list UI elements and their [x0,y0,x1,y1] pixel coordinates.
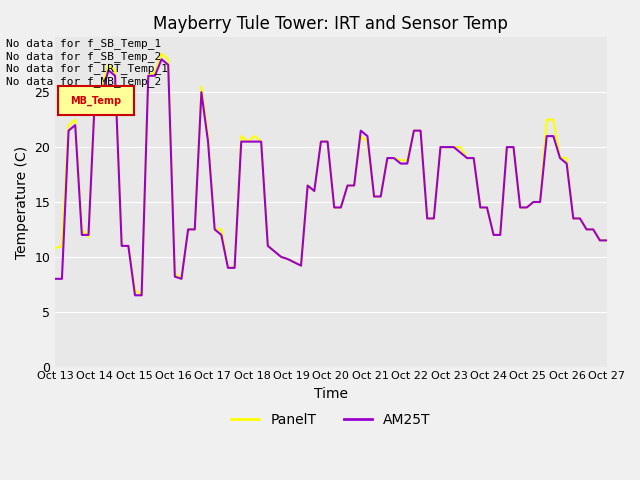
X-axis label: Time: Time [314,387,348,401]
AM25T [509,144,517,150]
AM25T [337,204,345,210]
AM25T [131,292,139,298]
AM25T [157,57,165,62]
PanelT [483,204,491,210]
AM25T [603,238,611,243]
Y-axis label: Temperature (C): Temperature (C) [15,145,29,259]
Text: No data for f_SB_Temp_1
No data for f_SB_Temp_2
No data for f_IRT_Temp_1
No data: No data for f_SB_Temp_1 No data for f_SB… [6,38,168,87]
PanelT [58,243,66,249]
PanelT [51,245,59,251]
Line: PanelT: PanelT [55,54,607,295]
Title: Mayberry Tule Tower: IRT and Sensor Temp: Mayberry Tule Tower: IRT and Sensor Temp [154,15,508,33]
PanelT [84,234,92,240]
Line: AM25T: AM25T [55,60,607,295]
Legend: PanelT, AM25T: PanelT, AM25T [226,407,436,432]
Text: MB_Temp: MB_Temp [70,96,122,106]
AM25T [58,276,66,282]
PanelT [138,292,145,298]
PanelT [509,144,517,150]
AM25T [84,232,92,238]
PanelT [157,51,165,57]
PanelT [337,204,345,210]
PanelT [310,188,318,194]
AM25T [483,204,491,210]
AM25T [310,188,318,194]
AM25T [51,276,59,282]
PanelT [603,238,611,243]
